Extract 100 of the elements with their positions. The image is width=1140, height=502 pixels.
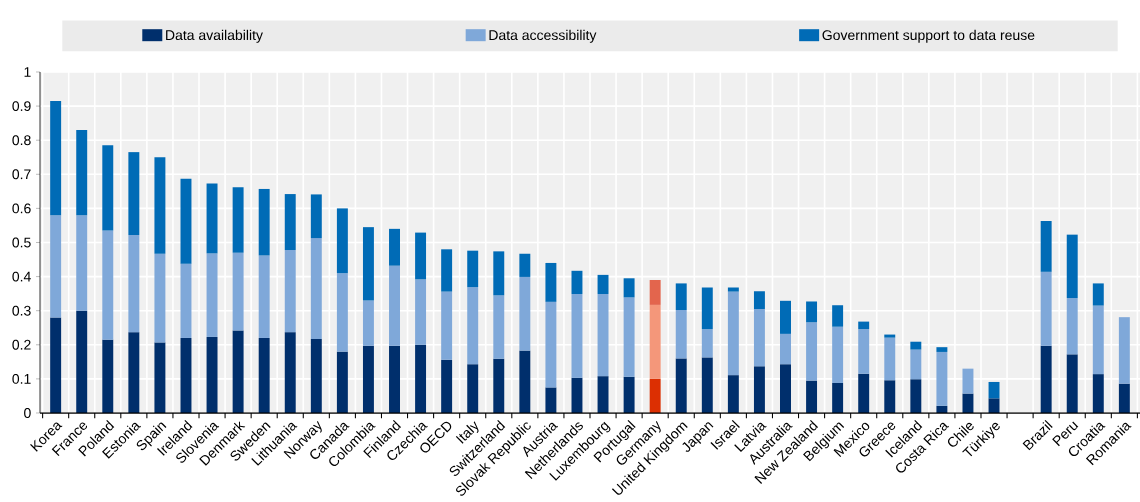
bar (806, 322, 818, 381)
bar (1066, 298, 1078, 355)
bar (858, 321, 870, 330)
bar (50, 215, 62, 318)
bar (258, 188, 270, 256)
bar (910, 379, 922, 413)
bar (753, 308, 765, 367)
bar (336, 208, 348, 274)
bar (154, 342, 166, 413)
bar (76, 310, 88, 413)
y-tick-label: 0.1 (12, 373, 31, 384)
bar (623, 376, 635, 413)
bar (727, 291, 739, 376)
bar (232, 330, 244, 413)
bar (284, 249, 296, 333)
bar (336, 351, 348, 413)
bar (258, 255, 270, 338)
bar (389, 228, 400, 266)
bar (232, 187, 244, 253)
bar (1092, 305, 1104, 375)
bar (206, 253, 218, 337)
bar (1118, 317, 1130, 384)
bar (1066, 234, 1078, 299)
bar (441, 359, 453, 413)
bar (597, 376, 609, 413)
legend-label: Data accessibility (489, 29, 597, 43)
bar (675, 283, 687, 311)
bar (701, 357, 713, 413)
bar (232, 252, 244, 331)
bar (258, 337, 270, 413)
bar (1040, 345, 1052, 413)
y-tick-label: 1 (24, 67, 31, 77)
y-tick-label: 0.4 (12, 271, 31, 282)
bar (1040, 221, 1052, 272)
bar (832, 305, 844, 327)
y-tick-label: 0.7 (12, 169, 31, 180)
bar (362, 300, 374, 346)
bar (545, 301, 557, 388)
bar (597, 293, 609, 377)
bar (362, 227, 374, 301)
y-tick-label: 0.6 (12, 203, 31, 214)
bar (180, 263, 192, 338)
bar (1118, 383, 1130, 413)
bar (493, 295, 505, 359)
bar (623, 297, 635, 377)
bar (884, 337, 896, 381)
bar (545, 387, 557, 413)
bar (519, 350, 531, 413)
bar (545, 262, 557, 302)
legend-label: Government support to data reuse (822, 29, 1035, 43)
bar (336, 273, 348, 352)
bar (884, 334, 896, 338)
y-tick-label: 0 (24, 408, 31, 418)
bar (1040, 271, 1052, 346)
bar (493, 251, 505, 296)
bar (962, 393, 974, 413)
bar (389, 345, 400, 413)
bar (1092, 283, 1104, 306)
y-tick-label: 0.5 (12, 237, 31, 248)
bar (467, 250, 479, 288)
bar (128, 152, 140, 235)
bar (910, 349, 922, 380)
bar (128, 332, 140, 413)
bar (806, 380, 818, 413)
bar (780, 333, 791, 365)
bar (623, 278, 635, 298)
bar (936, 351, 948, 406)
bar (467, 287, 479, 365)
bar (910, 341, 922, 350)
bar (675, 310, 687, 359)
bar (310, 338, 322, 413)
bar (962, 368, 974, 394)
bar (649, 304, 661, 379)
y-tick-label: 0.2 (12, 339, 31, 350)
bar (284, 194, 296, 250)
bar (284, 332, 296, 413)
bar (884, 380, 896, 413)
bar (180, 178, 192, 264)
bar (701, 329, 713, 358)
bar (102, 339, 114, 413)
bar (415, 279, 427, 345)
bar (597, 274, 609, 294)
bar (649, 378, 661, 413)
bar (310, 194, 322, 239)
bar (415, 344, 427, 413)
y-tick-label: 0.9 (12, 101, 31, 112)
bar (310, 238, 322, 339)
bar (154, 157, 166, 254)
bar (76, 129, 88, 216)
bar (858, 329, 870, 374)
bar (1066, 354, 1078, 413)
y-tick-label: 0.3 (12, 305, 31, 316)
bar (415, 232, 427, 280)
bar (50, 100, 62, 216)
bar (128, 234, 140, 333)
bar (675, 358, 687, 413)
bar (467, 364, 479, 413)
bar (206, 336, 218, 413)
bar (519, 276, 531, 351)
bar (76, 215, 88, 311)
